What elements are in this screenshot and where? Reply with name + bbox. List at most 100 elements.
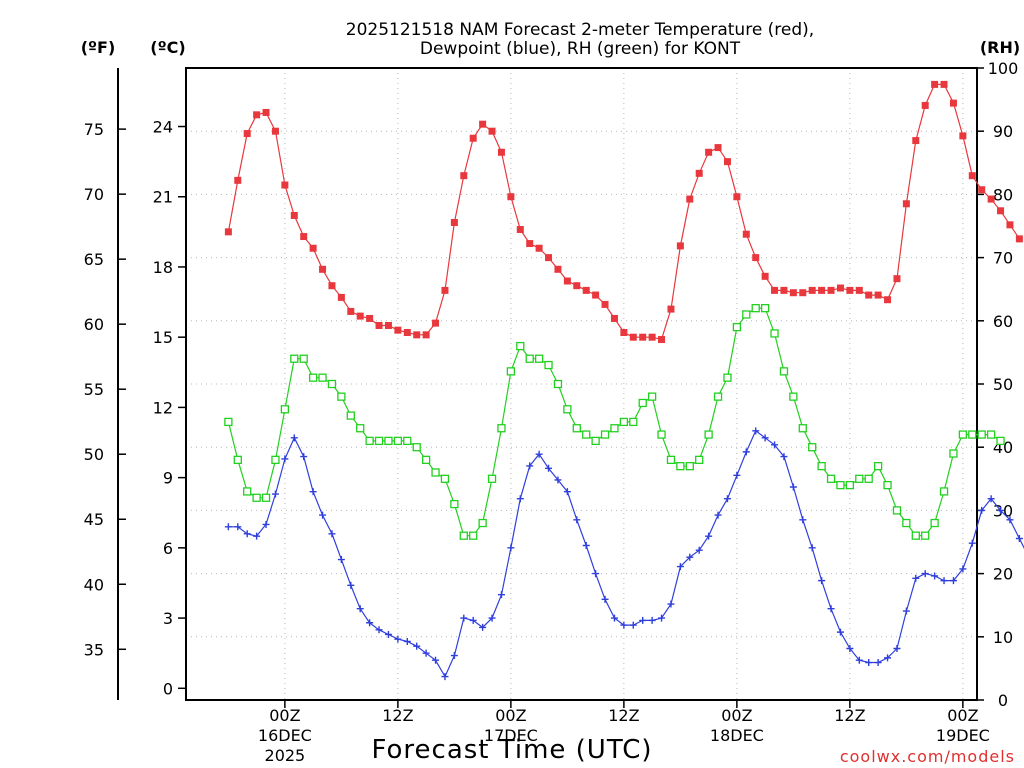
temperature-point	[836, 284, 844, 292]
rh-point	[629, 417, 638, 427]
temperature-point	[846, 286, 854, 294]
rh-point	[374, 436, 384, 446]
temperature-point	[601, 300, 609, 308]
dewpoint-point	[366, 619, 374, 627]
rh-point	[299, 354, 308, 363]
rh-point	[534, 354, 544, 363]
rh-point	[864, 474, 873, 483]
rh-point	[949, 449, 958, 458]
temperature-point	[592, 291, 600, 299]
dewpoint-point	[987, 495, 995, 503]
temperature-point	[375, 321, 383, 329]
temperature-point	[573, 282, 581, 290]
temperature-point	[931, 80, 939, 88]
temperature-point	[262, 108, 270, 116]
temperature-point	[752, 254, 760, 262]
rh-point	[544, 360, 553, 370]
rh-tick-label: 50	[993, 375, 1013, 394]
temperature-point	[808, 286, 816, 294]
dewpoint-point	[545, 464, 553, 472]
temperature-point	[968, 172, 976, 180]
dewpoint-point	[592, 570, 600, 578]
dewpoint-point	[413, 642, 421, 650]
dewpoint-point	[771, 441, 779, 449]
fahrenheit-unit-label: (ºF)	[81, 38, 116, 57]
temperature-point	[855, 286, 863, 294]
rh-point	[431, 468, 440, 477]
rh-point	[393, 436, 403, 446]
dewpoint-point	[1015, 534, 1023, 542]
dewpoint-point	[394, 635, 402, 643]
rh-point	[666, 455, 676, 464]
temperature-point	[460, 172, 468, 180]
temperature-point	[1006, 221, 1014, 229]
dewpoint-point	[516, 495, 524, 503]
temperature-series	[224, 80, 1023, 344]
rh-point	[478, 518, 487, 528]
rh-point	[977, 430, 986, 439]
dewpoint-point	[949, 577, 957, 585]
temperature-point	[714, 144, 722, 152]
dewpoint-point	[836, 628, 844, 636]
temperature-point	[432, 319, 440, 327]
temperature-point	[554, 265, 562, 273]
temperature-point	[959, 132, 967, 140]
temperature-point	[742, 230, 750, 238]
dewpoint-point	[356, 605, 364, 613]
temperature-point	[300, 233, 308, 241]
rh-point	[233, 455, 242, 464]
dewpoint-point	[319, 511, 327, 519]
rh-point	[450, 499, 459, 509]
dewpoint-point	[337, 556, 345, 564]
temperature-line	[227, 83, 1020, 341]
rh-point	[261, 493, 271, 502]
rh-point	[280, 405, 290, 414]
temperature-point	[865, 291, 873, 299]
temperature-point	[290, 211, 298, 219]
rh-line	[227, 307, 1001, 537]
temperature-point	[723, 158, 731, 166]
celsius-tick-label: 6	[163, 539, 173, 558]
x-tick-year-label: 2025	[265, 746, 306, 765]
rh-point	[685, 462, 694, 471]
temperature-point	[893, 275, 901, 283]
temperature-point	[422, 331, 430, 339]
dewpoint-point	[978, 506, 986, 514]
rh-tick-label: 90	[993, 122, 1013, 141]
rh-point	[883, 480, 892, 490]
dewpoint-point	[262, 520, 270, 528]
rh-point	[836, 480, 845, 490]
dewpoint-point	[582, 542, 590, 550]
celsius-tick-label: 12	[153, 398, 173, 417]
rh-tick-label: 10	[993, 628, 1013, 647]
rh-point	[327, 379, 337, 389]
fahrenheit-tick-label: 70	[84, 185, 104, 204]
temperature-point	[912, 137, 920, 145]
temperature-point	[629, 333, 637, 341]
rh-point	[986, 430, 996, 439]
rh-point	[346, 411, 355, 420]
dewpoint-point	[997, 506, 1005, 514]
celsius-tick-label: 3	[163, 609, 173, 628]
x-tick-label: 12Z	[382, 706, 413, 725]
rh-point	[751, 304, 760, 313]
rh-point	[770, 329, 779, 338]
rh-point	[525, 354, 534, 363]
fahrenheit-tick-label: 60	[84, 315, 104, 334]
rh-point	[412, 443, 421, 452]
temperature-point	[384, 321, 392, 329]
temperature-point	[667, 305, 675, 313]
dewpoint-point	[629, 621, 637, 629]
dewpoint-point	[742, 448, 750, 456]
temperature-point	[658, 336, 666, 344]
fahrenheit-tick-label: 75	[84, 120, 104, 139]
dewpoint-point	[432, 656, 440, 664]
rh-point	[902, 518, 911, 528]
temperature-point	[705, 148, 713, 156]
dewpoint-point	[827, 605, 835, 613]
dewpoint-point	[535, 450, 543, 458]
temperature-point	[676, 242, 684, 250]
dewpoint-point	[403, 637, 411, 645]
dewpoint-point	[1006, 516, 1014, 524]
